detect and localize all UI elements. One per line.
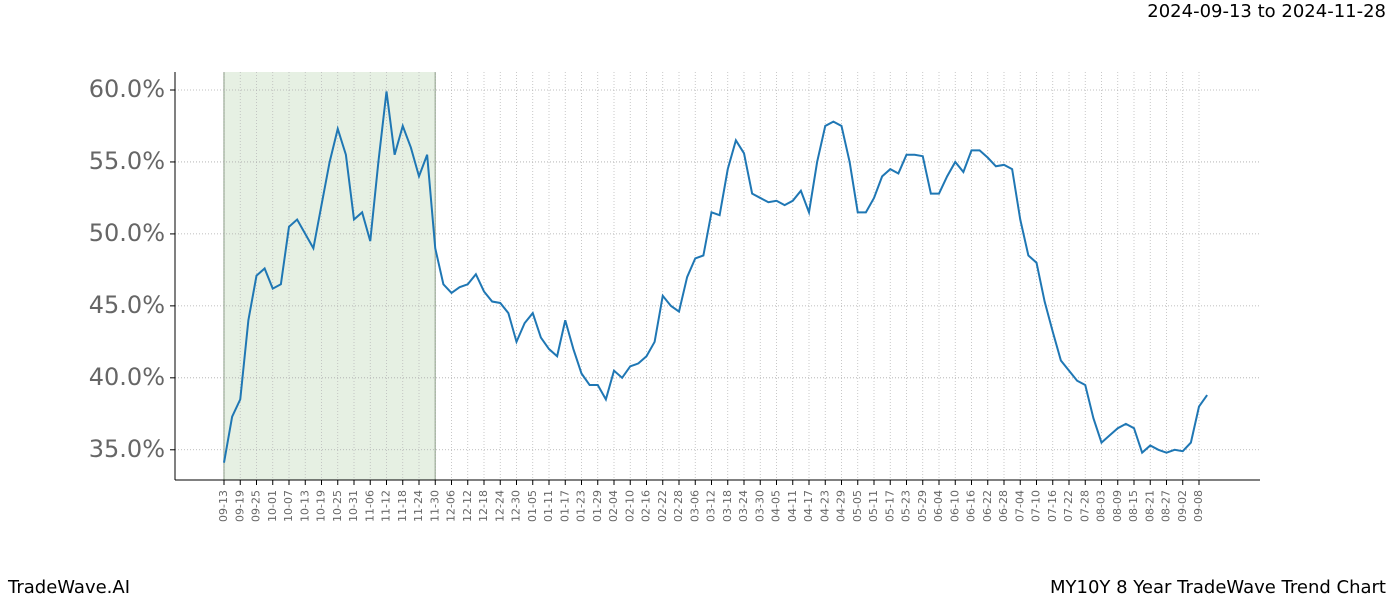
x-tick-label: 12-06 bbox=[445, 490, 458, 522]
x-tick-label: 07-10 bbox=[1030, 490, 1043, 522]
x-tick-label: 11-18 bbox=[396, 490, 409, 522]
x-tick-label: 09-19 bbox=[233, 490, 246, 522]
x-tick-label: 02-16 bbox=[640, 490, 653, 522]
x-tick-label: 10-19 bbox=[315, 490, 328, 522]
x-tick-label: 01-23 bbox=[575, 490, 588, 522]
y-tick-label: 55.0% bbox=[89, 147, 165, 175]
x-tick-label: 09-25 bbox=[250, 490, 263, 522]
x-tick-label: 04-05 bbox=[770, 490, 783, 522]
x-tick-label: 01-29 bbox=[591, 490, 604, 522]
x-tick-label: 08-21 bbox=[1143, 490, 1156, 522]
x-tick-label: 03-12 bbox=[705, 490, 718, 522]
x-tick-label: 05-17 bbox=[883, 490, 896, 522]
y-tick-label: 45.0% bbox=[89, 291, 165, 319]
x-tick-label: 05-11 bbox=[867, 490, 880, 522]
x-tick-label: 07-04 bbox=[1013, 490, 1026, 522]
x-tick-label: 05-29 bbox=[916, 490, 929, 522]
x-tick-label: 02-28 bbox=[672, 490, 685, 522]
x-tick-label: 10-07 bbox=[282, 490, 295, 522]
footer-left: TradeWave.AI bbox=[7, 577, 130, 598]
x-tick-label: 06-22 bbox=[981, 490, 994, 522]
x-tick-label: 03-18 bbox=[721, 490, 734, 522]
x-tick-label: 04-17 bbox=[802, 490, 815, 522]
x-tick-label: 08-15 bbox=[1127, 490, 1140, 522]
x-tick-label: 03-24 bbox=[737, 490, 750, 522]
x-tick-label: 03-30 bbox=[753, 490, 766, 522]
x-tick-label: 12-12 bbox=[461, 490, 474, 522]
x-tick-label: 03-06 bbox=[688, 490, 701, 522]
x-tick-label: 02-04 bbox=[607, 490, 620, 522]
x-tick-label: 08-27 bbox=[1160, 490, 1173, 522]
x-tick-label: 04-11 bbox=[786, 490, 799, 522]
x-tick-label: 01-05 bbox=[526, 490, 539, 522]
line-series bbox=[223, 91, 1208, 463]
x-tick-label: 11-06 bbox=[363, 490, 376, 522]
x-tick-label: 11-12 bbox=[380, 490, 393, 522]
y-tick-label: 35.0% bbox=[89, 435, 165, 463]
highlight-region bbox=[224, 72, 436, 480]
x-tick-label: 11-24 bbox=[412, 490, 425, 522]
x-tick-label: 10-13 bbox=[298, 490, 311, 522]
x-tick-label: 11-30 bbox=[428, 490, 441, 522]
x-tick-label: 02-22 bbox=[656, 490, 669, 522]
x-tick-label: 12-18 bbox=[477, 490, 490, 522]
x-tick-label: 05-23 bbox=[900, 490, 913, 522]
footer-right: MY10Y 8 Year TradeWave Trend Chart bbox=[1050, 577, 1386, 598]
x-tick-label: 02-10 bbox=[623, 490, 636, 522]
y-tick-label: 60.0% bbox=[89, 75, 165, 103]
x-tick-label: 07-22 bbox=[1062, 490, 1075, 522]
x-tick-label: 06-16 bbox=[965, 490, 978, 522]
x-tick-label: 09-13 bbox=[217, 490, 230, 522]
chart-title: 2024-09-13 to 2024-11-28 bbox=[1147, 1, 1386, 22]
x-tick-label: 10-31 bbox=[347, 490, 360, 522]
x-tick-label: 10-01 bbox=[266, 490, 279, 522]
x-tick-label: 12-30 bbox=[510, 490, 523, 522]
x-tick-label: 07-16 bbox=[1046, 490, 1059, 522]
x-tick-label: 07-28 bbox=[1078, 490, 1091, 522]
x-tick-label: 09-02 bbox=[1176, 490, 1189, 522]
x-tick-label: 06-28 bbox=[997, 490, 1010, 522]
x-tick-label: 01-11 bbox=[542, 490, 555, 522]
x-tick-label: 05-05 bbox=[851, 490, 864, 522]
x-tick-label: 01-17 bbox=[558, 490, 571, 522]
x-tick-label: 09-08 bbox=[1192, 490, 1205, 522]
x-tick-label: 06-04 bbox=[932, 490, 945, 522]
y-tick-label: 40.0% bbox=[89, 363, 165, 391]
x-tick-label: 10-25 bbox=[331, 490, 344, 522]
y-tick-label: 50.0% bbox=[89, 219, 165, 247]
x-tick-label: 08-03 bbox=[1095, 490, 1108, 522]
x-tick-label: 06-10 bbox=[948, 490, 961, 522]
x-tick-label: 12-24 bbox=[493, 490, 506, 522]
x-tick-label: 04-23 bbox=[818, 490, 831, 522]
x-tick-label: 04-29 bbox=[835, 490, 848, 522]
x-tick-label: 08-09 bbox=[1111, 490, 1124, 522]
